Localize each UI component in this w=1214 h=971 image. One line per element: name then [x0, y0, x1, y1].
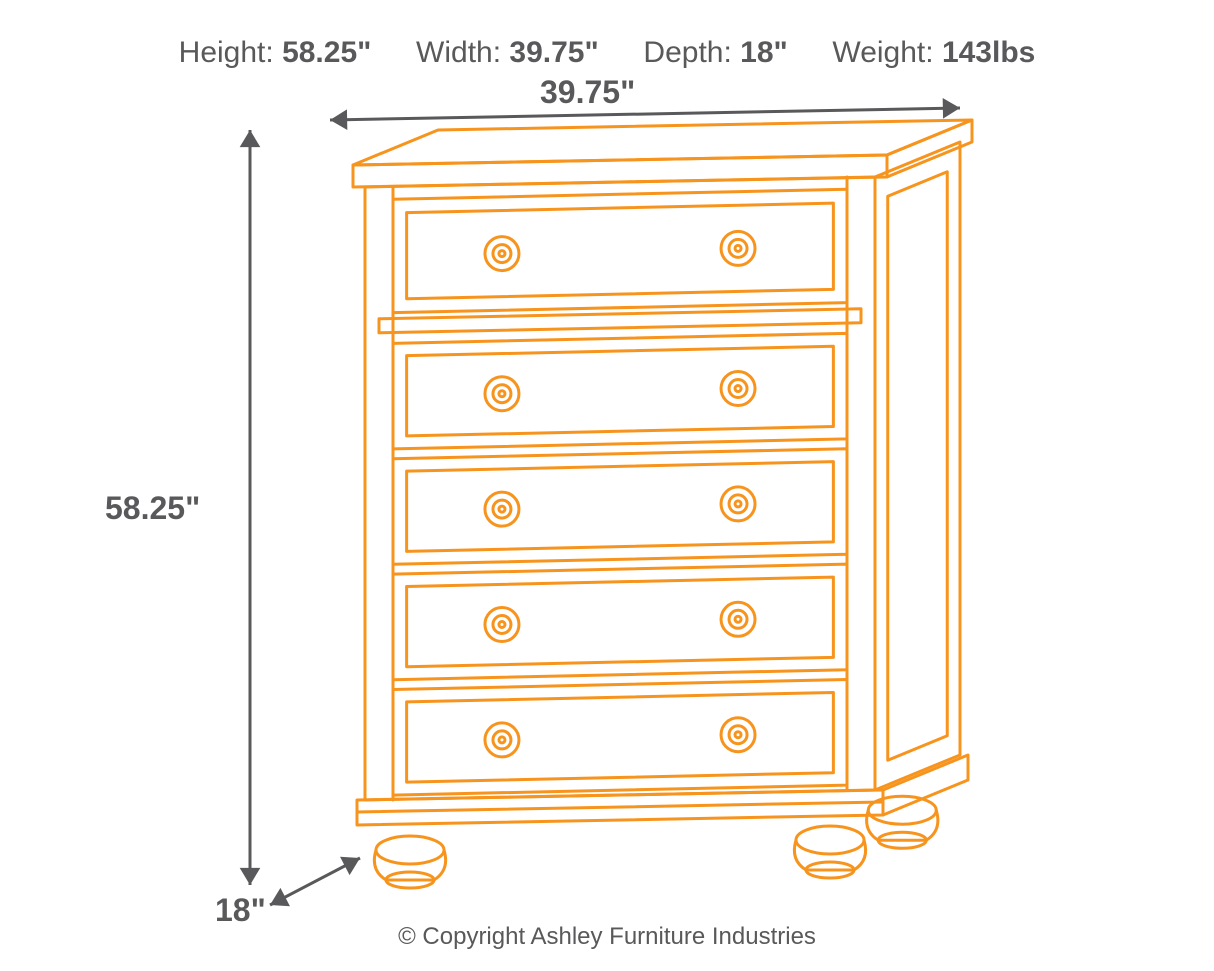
width-dimension-text: 39.75" [540, 74, 635, 111]
copyright-text: © Copyright Ashley Furniture Industries [0, 923, 1214, 951]
height-dimension-text: 58.25" [105, 490, 200, 527]
furniture-drawing [0, 0, 1214, 971]
